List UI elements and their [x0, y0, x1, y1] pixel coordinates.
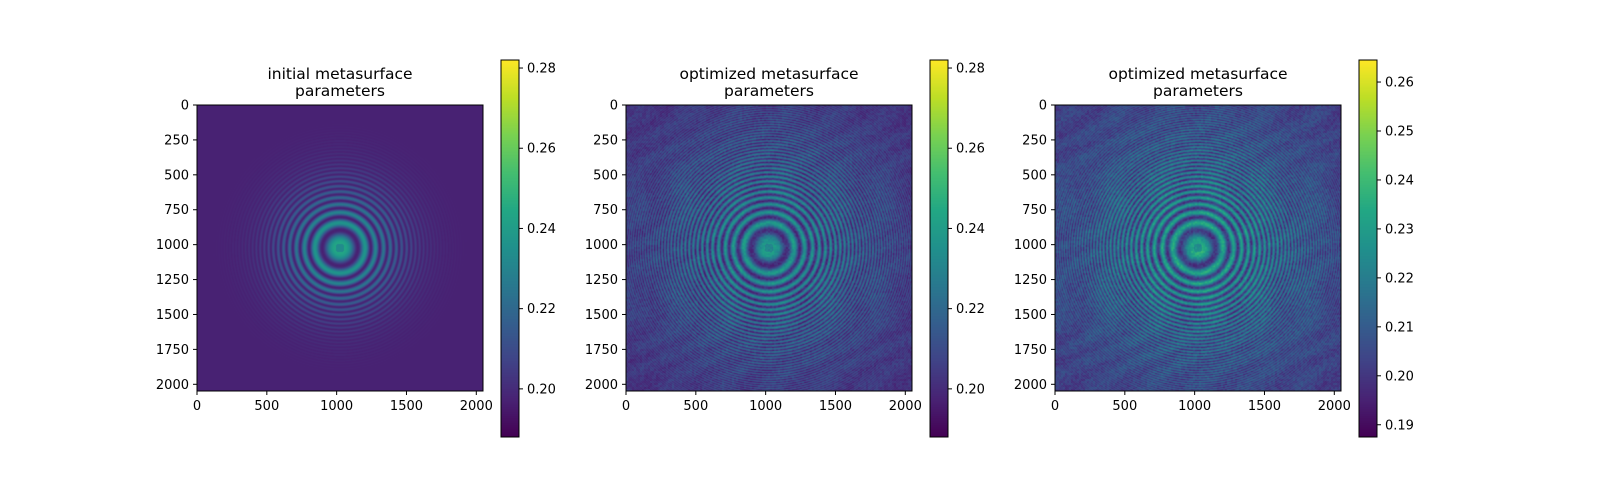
y-tick-label: 2000	[156, 378, 189, 393]
panel-title-line: parameters	[724, 82, 814, 100]
x-tick-label: 1500	[1248, 399, 1281, 414]
y-tick-label: 250	[1022, 133, 1047, 148]
y-tick-label: 500	[164, 168, 189, 183]
axes-frame	[625, 104, 913, 392]
x-tick-label: 2000	[460, 399, 493, 414]
x-tick-label: 500	[683, 399, 708, 414]
y-tick-label: 1750	[1014, 343, 1047, 358]
y-tick-label: 1750	[585, 343, 618, 358]
x-tick-label: 1000	[749, 399, 782, 414]
x-tick-label: 1500	[819, 399, 852, 414]
colorbar-frame	[1358, 59, 1378, 438]
colorbar-tick-label: 0.25	[1385, 124, 1414, 139]
y-tick-label: 1500	[585, 308, 618, 323]
x-tick-label: 500	[254, 399, 279, 414]
y-tick-label: 250	[593, 133, 618, 148]
y-tick-label: 500	[593, 168, 618, 183]
heatmap-image	[626, 105, 912, 391]
y-tick-label: 1500	[156, 308, 189, 323]
x-tick-label: 2000	[889, 399, 922, 414]
panel-title-line: parameters	[1153, 82, 1243, 100]
colorbar-tick-label: 0.20	[527, 382, 556, 397]
y-tick-label: 1000	[156, 238, 189, 253]
colorbar-tick-label: 0.26	[1385, 76, 1414, 91]
y-tick-label: 250	[164, 133, 189, 148]
colorbar-frame	[929, 59, 949, 438]
x-tick-label: 0	[193, 399, 201, 414]
colorbar-tick-label: 0.20	[956, 382, 985, 397]
colorbar-gradient	[1359, 60, 1377, 437]
colorbar-tick-label: 0.26	[527, 142, 556, 157]
y-tick-label: 1500	[1014, 308, 1047, 323]
y-tick-label: 0	[1039, 99, 1047, 114]
panel-title-line: initial metasurface	[267, 65, 412, 83]
y-tick-label: 750	[593, 203, 618, 218]
colorbar-tick-label: 0.24	[1385, 173, 1414, 188]
x-tick-label: 1000	[320, 399, 353, 414]
y-tick-label: 750	[164, 203, 189, 218]
y-tick-label: 1000	[1014, 238, 1047, 253]
colorbar-tick-label: 0.24	[956, 222, 985, 237]
x-tick-label: 2000	[1318, 399, 1351, 414]
y-tick-label: 500	[1022, 168, 1047, 183]
colorbar-tick-label: 0.20	[1385, 369, 1414, 384]
colorbar-tick-label: 0.19	[1385, 418, 1414, 433]
colorbar-tick-label: 0.26	[956, 142, 985, 157]
heatmap-image	[1055, 105, 1341, 391]
colorbar-gradient	[501, 60, 519, 437]
y-tick-label: 2000	[585, 378, 618, 393]
y-tick-label: 0	[181, 99, 189, 114]
colorbar-tick-label: 0.24	[527, 222, 556, 237]
panel-title-line: optimized metasurface	[1108, 65, 1287, 83]
colorbar-tick-label: 0.22	[956, 302, 985, 317]
y-tick-label: 0	[610, 99, 618, 114]
y-tick-label: 1250	[1014, 273, 1047, 288]
y-tick-label: 1750	[156, 343, 189, 358]
y-tick-label: 2000	[1014, 378, 1047, 393]
y-tick-label: 750	[1022, 203, 1047, 218]
axes-frame	[196, 104, 484, 392]
x-tick-label: 500	[1112, 399, 1137, 414]
y-tick-label: 1250	[156, 273, 189, 288]
colorbar-gradient	[930, 60, 948, 437]
colorbar-tick-label: 0.21	[1385, 320, 1414, 335]
colorbar-tick-label: 0.28	[527, 62, 556, 77]
panel-title-line: optimized metasurface	[679, 65, 858, 83]
y-tick-label: 1250	[585, 273, 618, 288]
colorbar-tick-label: 0.23	[1385, 222, 1414, 237]
x-tick-label: 0	[622, 399, 630, 414]
colorbar-tick-label: 0.22	[527, 302, 556, 317]
colorbar-frame	[500, 59, 520, 438]
colorbar-tick-label: 0.28	[956, 62, 985, 77]
x-tick-label: 0	[1051, 399, 1059, 414]
heatmap-image	[197, 105, 483, 391]
x-tick-label: 1500	[390, 399, 423, 414]
panel-title-line: parameters	[295, 82, 385, 100]
y-tick-label: 1000	[585, 238, 618, 253]
colorbar-tick-label: 0.22	[1385, 271, 1414, 286]
axes-frame	[1054, 104, 1342, 392]
x-tick-label: 1000	[1178, 399, 1211, 414]
